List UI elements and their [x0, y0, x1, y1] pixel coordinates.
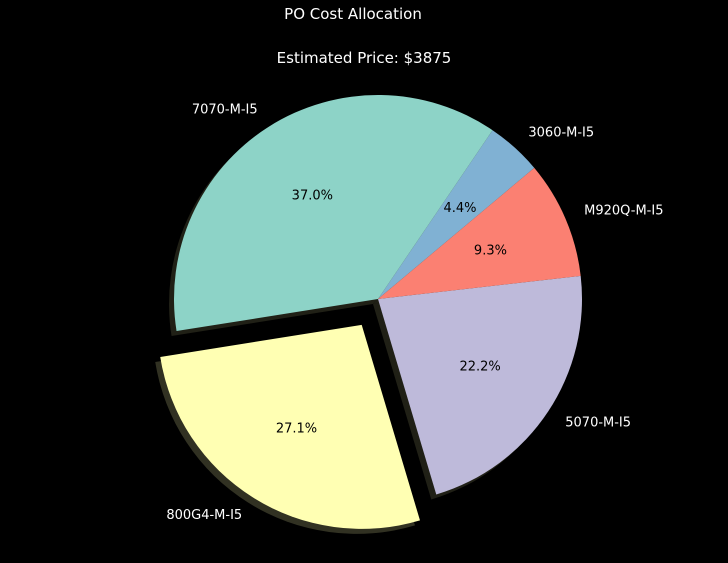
slice-label-3060-m-i5: 3060-M-I5: [528, 125, 594, 140]
slice-percent-800g4-m-i5: 27.1%: [276, 421, 317, 436]
slice-label-800g4-m-i5: 800G4-M-I5: [166, 508, 242, 523]
chart-title: PO Cost Allocation: [284, 5, 422, 23]
slice-percent-m920q-m-i5: 9.3%: [474, 244, 507, 259]
slice-label-7070-m-i5: 7070-M-I5: [192, 103, 258, 118]
pie-slice-7070-m-i5: [173, 95, 493, 332]
slice-percent-5070-m-i5: 22.2%: [459, 359, 500, 374]
pie-slices: [160, 95, 582, 529]
slice-percent-7070-m-i5: 37.0%: [292, 189, 333, 204]
pie-labels: 3060-M-I5 4.4% 7070-M-I5 37.0% 800G4-M-I5 27.…: [166, 103, 663, 523]
pie-slice-3060-m-i5: [378, 130, 535, 299]
pie-slice-800g4-m-i5: [160, 324, 420, 529]
pie-slice-m920q-m-i5: [378, 167, 581, 299]
slice-percent-3060-m-i5: 4.4%: [444, 201, 477, 216]
pie-slice-5070-m-i5: [378, 275, 582, 495]
slice-label-5070-m-i5: 5070-M-I5: [565, 416, 631, 431]
slice-label-m920q-m-i5: M920Q-M-I5: [584, 203, 663, 218]
chart-subtitle: Estimated Price: $3875: [277, 49, 452, 67]
